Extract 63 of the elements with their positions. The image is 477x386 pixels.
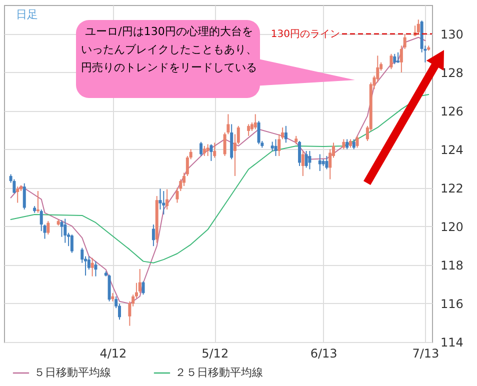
y-tick-label: 130	[440, 27, 464, 42]
candlestick	[36, 190, 40, 214]
x-tick-label: 5/12	[202, 346, 229, 360]
candlestick	[390, 53, 393, 70]
candlestick	[416, 19, 420, 35]
candlestick	[152, 224, 155, 247]
candlestick	[356, 135, 359, 148]
candlestick	[12, 178, 16, 194]
candlestick	[318, 154, 322, 172]
candlestick	[270, 141, 274, 152]
candlestick	[46, 220, 50, 236]
y-tick-label: 128	[440, 66, 464, 80]
y-tick-label: 126	[440, 104, 464, 118]
ref-line-label: 130円のライン	[270, 28, 340, 40]
candlestick	[274, 138, 278, 156]
candlestick	[352, 138, 356, 150]
candlestick	[254, 114, 257, 130]
candlestick	[70, 234, 74, 254]
x-tick-label: 6/13	[310, 346, 338, 360]
candlestick	[278, 134, 281, 156]
candlestick	[393, 53, 396, 65]
candlestick	[304, 150, 308, 168]
candlestick	[162, 190, 166, 216]
candlestick	[142, 280, 145, 296]
annotation: 日足	[16, 8, 38, 21]
candlestick	[213, 142, 216, 158]
candlestick	[396, 52, 400, 64]
candlestick	[202, 145, 206, 156]
candlestick	[284, 125, 288, 144]
candlestick	[22, 182, 26, 210]
candlestick	[226, 114, 230, 135]
candlestick	[342, 138, 346, 150]
legend-label: ５日移動平均線	[34, 366, 111, 379]
candlestick	[16, 186, 20, 204]
candlestick	[200, 141, 203, 156]
legend-label: ２５日移動平均線	[175, 366, 263, 379]
annotation: ユーロ/円は130円の心理的大台をいったんブレイクしたこともあり、円売りのトレンドをリードしている	[80, 24, 258, 76]
candlestick	[40, 209, 43, 232]
candlestick	[301, 150, 304, 177]
y-tick-label: 124	[440, 142, 464, 157]
y-tick-label: 114	[440, 336, 464, 350]
candlestick	[325, 155, 328, 170]
x-tick-label: 4/12	[100, 346, 127, 360]
candlestick	[138, 268, 142, 294]
candlestick	[247, 124, 250, 136]
candlestick	[298, 140, 302, 166]
candlestick	[257, 120, 260, 145]
line-series	[10, 94, 430, 264]
x-tick-label: 7/13	[412, 346, 440, 360]
candlestick	[346, 138, 349, 150]
y-tick-label: 116	[440, 296, 464, 311]
candlestick	[90, 257, 94, 277]
candlestick	[223, 132, 226, 156]
y-tick-label: 120	[440, 220, 464, 234]
y-tick-label: 122	[440, 181, 464, 196]
y-tick-label: 118	[440, 258, 464, 272]
candlestick	[64, 218, 67, 244]
candlestick	[206, 144, 210, 156]
candlestick	[210, 144, 213, 162]
candlestick	[94, 260, 98, 277]
candlestick	[308, 150, 312, 170]
candlestick	[166, 188, 169, 210]
candlestick	[158, 188, 162, 210]
